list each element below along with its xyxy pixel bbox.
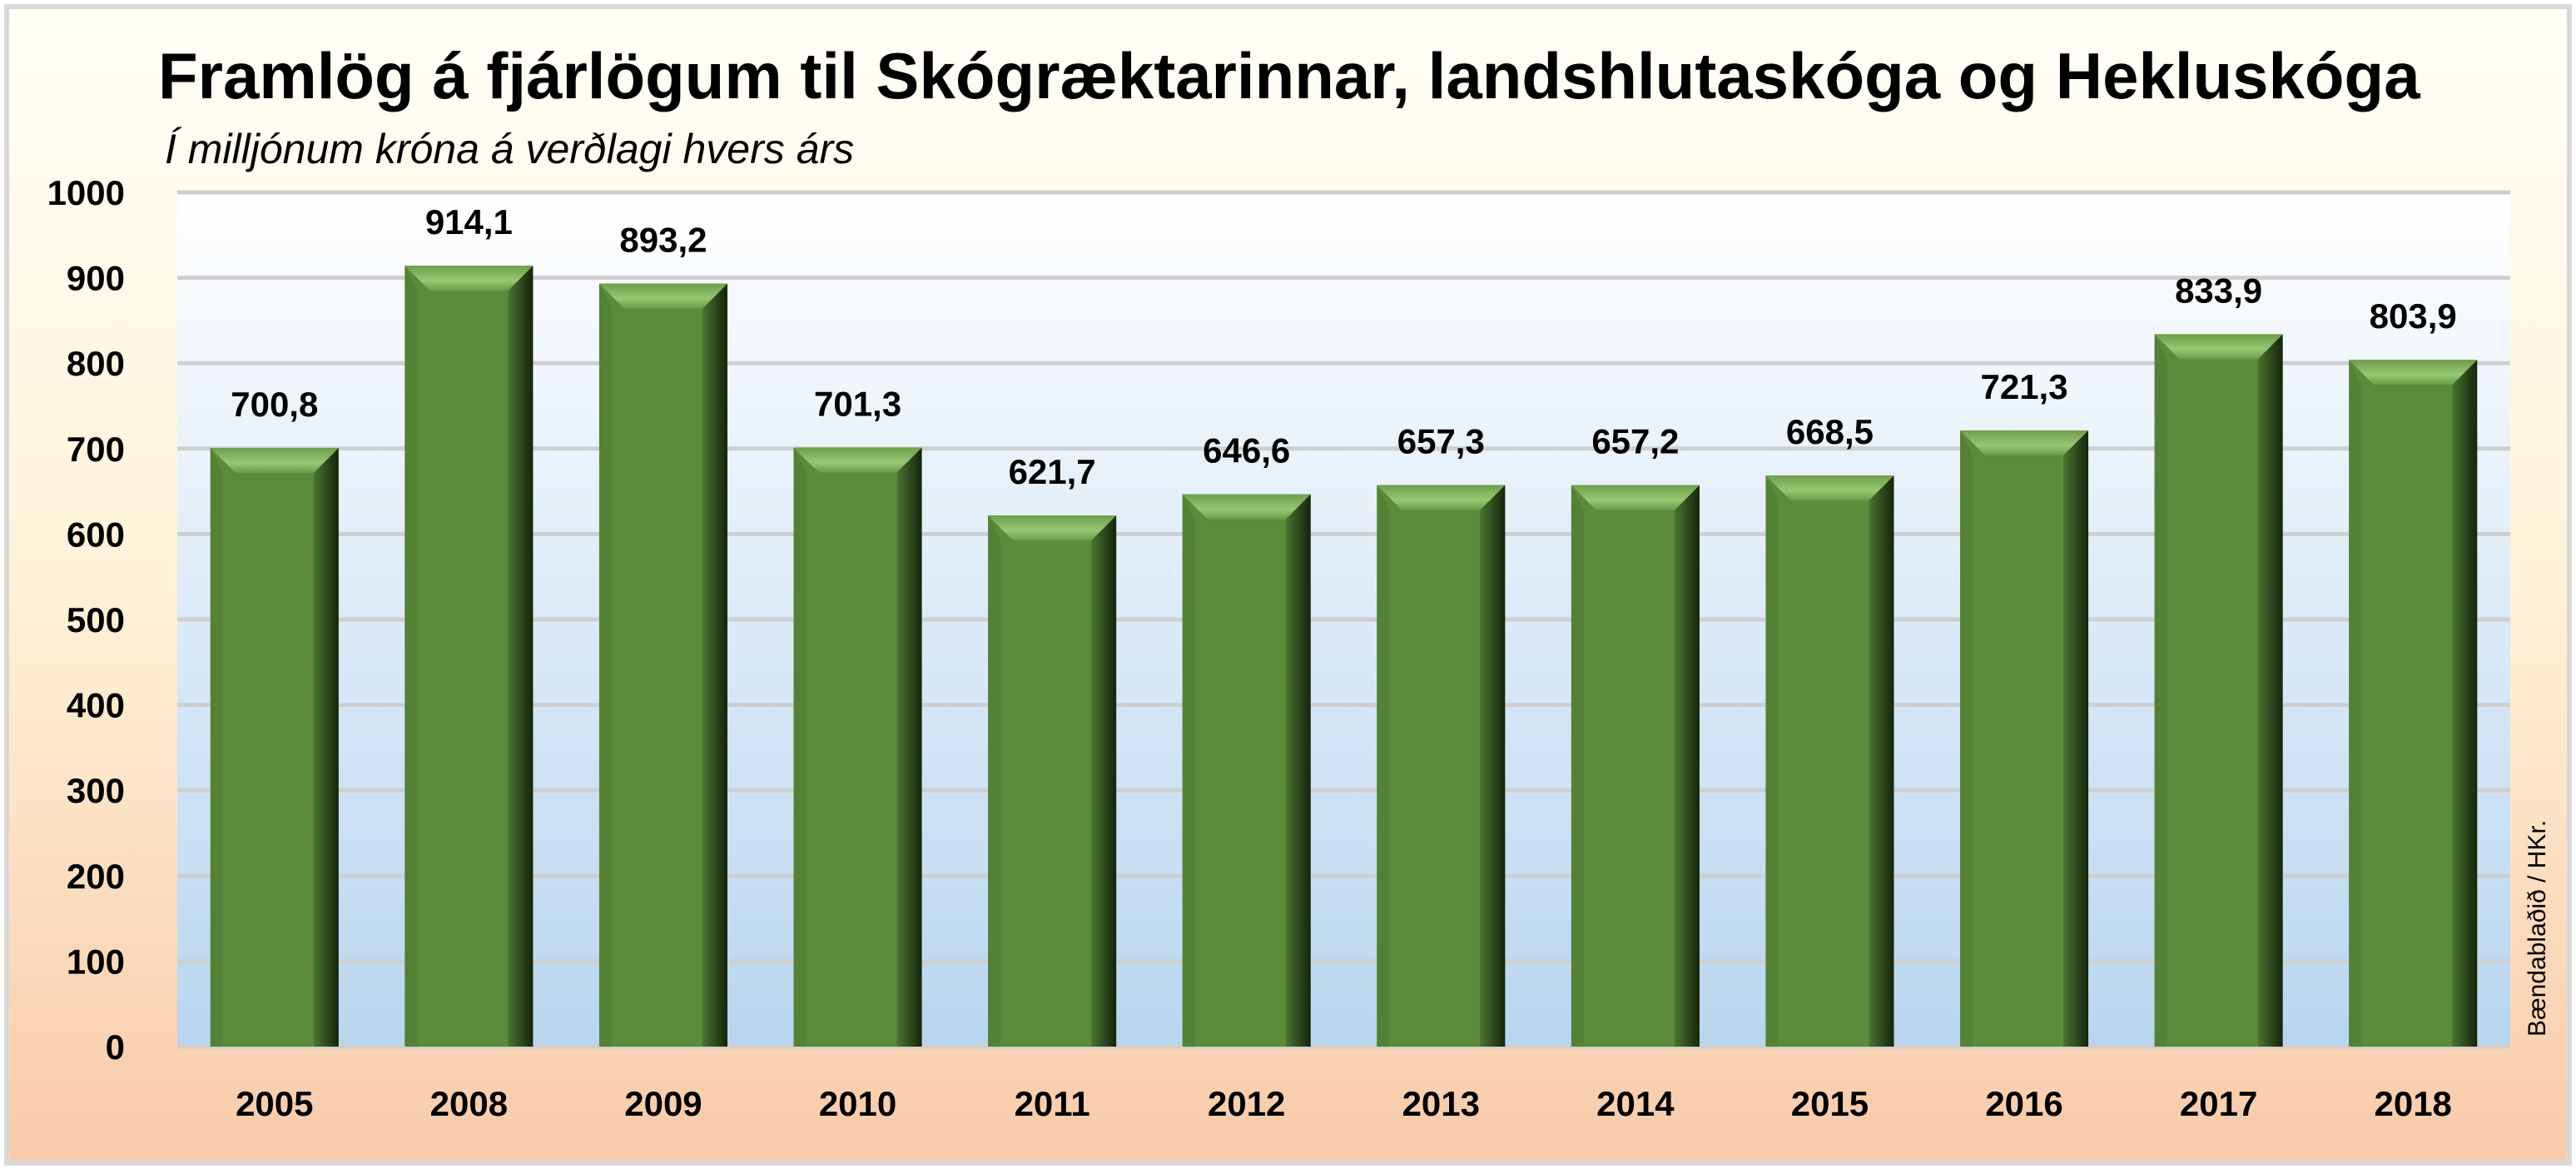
bar-right-bevel xyxy=(2452,360,2478,1047)
bar-right-bevel xyxy=(896,447,922,1047)
data-label: 621,7 xyxy=(1009,452,1096,491)
bar-right-bevel xyxy=(1285,494,1311,1047)
data-label: 668,5 xyxy=(1786,412,1874,451)
bar-left-bevel xyxy=(2154,334,2167,1047)
y-tick-label: 200 xyxy=(67,857,125,896)
x-tick-label: 2005 xyxy=(236,1084,313,1123)
bar-2015 xyxy=(1765,475,1894,1047)
x-tick-label: 2013 xyxy=(1402,1084,1480,1123)
bar-top-bevel xyxy=(2154,334,2283,360)
x-tick-label: 2016 xyxy=(1985,1084,2062,1123)
bar-2017 xyxy=(2154,334,2283,1047)
data-label: 646,6 xyxy=(1203,431,1290,470)
y-tick-label: 700 xyxy=(67,430,125,469)
bar-top-bevel xyxy=(598,283,727,309)
bar-top-bevel xyxy=(2349,360,2478,386)
x-tick-label: 2014 xyxy=(1596,1084,1675,1123)
bar-right-bevel xyxy=(508,266,534,1047)
bar-2010 xyxy=(793,447,922,1047)
bar-top-bevel xyxy=(1571,485,1700,510)
data-label: 657,2 xyxy=(1591,422,1679,461)
y-tick-label: 0 xyxy=(106,1027,125,1067)
bar-left-bevel xyxy=(210,447,223,1047)
y-tick-label: 100 xyxy=(67,942,125,981)
x-tick-label: 2009 xyxy=(624,1084,702,1123)
bar-left-bevel xyxy=(2349,360,2362,1047)
bar-2018 xyxy=(2349,360,2478,1047)
source-credit: Bændablaðið / HKr. xyxy=(2524,820,2551,1037)
data-label: 833,9 xyxy=(2175,271,2262,310)
bar-2008 xyxy=(405,266,534,1047)
bar-2011 xyxy=(988,515,1117,1047)
data-label: 657,3 xyxy=(1397,422,1485,461)
bar-left-bevel xyxy=(1960,430,1973,1047)
y-tick-label: 800 xyxy=(67,344,125,383)
bar-2013 xyxy=(1377,485,1506,1047)
bar-right-bevel xyxy=(1674,485,1700,1047)
bar-top-bevel xyxy=(1377,485,1506,510)
chart-title: Framlög á fjárlögum til Skógræktarinnar,… xyxy=(158,39,2420,112)
bar-right-bevel xyxy=(2063,430,2089,1047)
bar-left-bevel xyxy=(793,447,807,1047)
bar-right-bevel xyxy=(313,447,339,1047)
y-tick-label: 300 xyxy=(67,771,125,810)
bar-top-bevel xyxy=(1765,475,1894,501)
y-tick-label: 1000 xyxy=(47,173,125,212)
x-tick-label: 2012 xyxy=(1208,1084,1285,1123)
bar-top-bevel xyxy=(210,447,339,473)
y-tick-label: 400 xyxy=(67,686,125,725)
data-label: 721,3 xyxy=(1980,367,2067,406)
data-label: 893,2 xyxy=(619,221,707,260)
data-label: 701,3 xyxy=(814,384,901,423)
bar-right-bevel xyxy=(1091,515,1117,1047)
x-tick-label: 2018 xyxy=(2374,1084,2451,1123)
bar-right-bevel xyxy=(1480,485,1506,1047)
bar-left-bevel xyxy=(1765,475,1779,1047)
bar-left-bevel xyxy=(1571,485,1584,1047)
y-tick-label: 500 xyxy=(67,600,125,639)
bar-2009 xyxy=(598,283,727,1047)
data-label: 914,1 xyxy=(425,202,513,241)
bar-top-bevel xyxy=(405,266,534,291)
chart-subtitle: Í milljónum króna á verðlagi hvers árs xyxy=(165,126,854,172)
bar-left-bevel xyxy=(598,283,612,1047)
x-tick-label: 2008 xyxy=(430,1084,508,1123)
bar-right-bevel xyxy=(2257,334,2283,1047)
bar-left-bevel xyxy=(1377,485,1390,1047)
data-label: 803,9 xyxy=(2370,296,2457,336)
data-label: 700,8 xyxy=(231,385,318,424)
y-tick-label: 600 xyxy=(67,515,125,554)
bar-top-bevel xyxy=(793,447,922,473)
bar-top-bevel xyxy=(988,515,1117,541)
bar-2016 xyxy=(1960,430,2089,1047)
x-tick-label: 2010 xyxy=(819,1084,896,1123)
bar-2005 xyxy=(210,447,339,1047)
bar-top-bevel xyxy=(1960,430,2089,455)
x-tick-label: 2015 xyxy=(1791,1084,1869,1123)
x-tick-label: 2011 xyxy=(1015,1084,1090,1123)
bar-top-bevel xyxy=(1182,494,1311,520)
y-tick-label: 900 xyxy=(67,259,125,298)
x-tick-label: 2017 xyxy=(2180,1084,2257,1123)
bar-left-bevel xyxy=(405,266,418,1047)
bar-left-bevel xyxy=(988,515,1001,1047)
bar-2014 xyxy=(1571,485,1700,1047)
bar-right-bevel xyxy=(702,283,727,1047)
bar-left-bevel xyxy=(1182,494,1195,1047)
bar-2012 xyxy=(1182,494,1311,1047)
bar-right-bevel xyxy=(1869,475,1894,1047)
